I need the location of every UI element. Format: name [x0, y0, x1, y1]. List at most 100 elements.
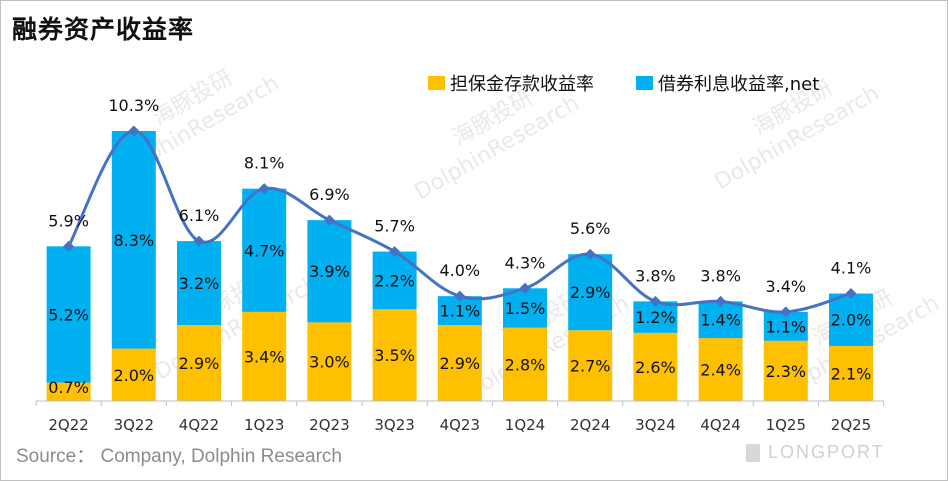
x-tick-label: 2Q22	[48, 416, 88, 434]
bars-layer: 0.7% 5.2% 2.0% 8.3% 2.9% 3.2% 3.4% 4.7% 3.0% 3.9%…	[46, 131, 873, 401]
data-label-lending: 1.1%	[439, 302, 480, 321]
total-label: 10.3%	[108, 96, 159, 115]
bar-deposit	[177, 324, 221, 401]
data-label-deposit: 3.4%	[244, 347, 285, 366]
bar-deposit	[829, 345, 873, 401]
bar-deposit	[763, 340, 808, 401]
total-line-layer: 5.9% 10.3% 6.1% 8.1% 6.9% 5.7% 4.0% 4.3% 5.6% 3.8…	[48, 96, 872, 318]
data-label-lending: 1.1%	[765, 317, 806, 336]
data-label-deposit: 2.6%	[635, 358, 676, 377]
x-tick-label: 2Q25	[831, 416, 871, 434]
data-label-deposit: 2.7%	[570, 357, 611, 376]
x-tick-label: 1Q25	[766, 416, 806, 434]
data-label-lending: 2.2%	[374, 271, 415, 290]
total-marker	[128, 125, 140, 137]
bar-deposit	[242, 311, 287, 401]
bar-lending	[829, 293, 873, 346]
bar-lending	[503, 288, 547, 328]
total-label: 3.4%	[765, 277, 806, 296]
x-tick-labels: 2Q22 3Q22 4Q22 1Q23 2Q23 3Q23 4Q23 1Q24 2Q24 3Q24…	[35, 401, 885, 434]
data-label-deposit: 2.8%	[505, 355, 546, 374]
total-label: 3.8%	[700, 266, 741, 285]
data-label-deposit: 2.4%	[700, 361, 741, 380]
data-label-lending: 1.2%	[635, 308, 676, 327]
bar-lending	[568, 254, 613, 331]
data-label-deposit: 0.7%	[48, 378, 89, 397]
legend: 担保金存款收益率 借券利息收益率,net	[428, 70, 861, 96]
total-marker	[454, 290, 466, 302]
data-label-deposit: 2.3%	[765, 362, 806, 381]
data-label-lending: 2.0%	[831, 311, 872, 330]
total-line	[67, 129, 852, 314]
bar-deposit	[568, 330, 613, 401]
brand-text: LONGPORT	[768, 442, 885, 462]
total-label: 3.8%	[635, 266, 676, 285]
total-marker	[63, 240, 75, 252]
legend-item-lending: 借券利息收益率,net	[636, 70, 819, 96]
bar-lending	[111, 131, 156, 349]
legend-label-lending: 借券利息收益率,net	[658, 74, 820, 95]
total-label: 4.1%	[831, 259, 872, 278]
bar-lending	[46, 246, 91, 383]
x-tick-label: 3Q24	[635, 416, 675, 434]
data-label-lending: 5.2%	[48, 305, 89, 324]
total-marker	[584, 248, 596, 260]
legend-label-deposit: 担保金存款收益率	[450, 74, 594, 95]
data-label-lending: 3.9%	[309, 262, 350, 281]
x-tick-label: 2Q24	[570, 416, 610, 434]
data-label-deposit: 2.9%	[179, 354, 220, 373]
total-marker	[649, 295, 661, 307]
total-label: 4.3%	[505, 253, 546, 272]
data-label-deposit: 2.1%	[831, 364, 872, 383]
bar-lending	[307, 220, 352, 323]
data-label-deposit: 3.0%	[309, 353, 350, 372]
total-label: 5.6%	[570, 219, 611, 238]
data-label-lending: 3.2%	[179, 274, 220, 293]
bar-deposit	[307, 322, 352, 401]
chart-title: 融券资产收益率	[12, 15, 195, 44]
data-label-lending: 2.9%	[570, 283, 611, 302]
total-marker	[519, 282, 531, 294]
total-marker	[193, 235, 205, 247]
data-label-deposit: 3.5%	[374, 346, 415, 365]
total-label: 5.7%	[374, 217, 415, 236]
data-label-lending: 4.7%	[244, 241, 285, 260]
bar-deposit	[503, 327, 547, 401]
data-label-deposit: 2.0%	[113, 366, 154, 385]
data-label-lending: 1.4%	[700, 311, 741, 330]
data-label-lending: 8.3%	[113, 231, 154, 250]
x-tick-label: 3Q22	[114, 416, 154, 434]
total-marker	[258, 183, 270, 195]
legend-swatch-lending	[636, 76, 653, 90]
x-tick-label: 4Q23	[440, 416, 480, 434]
bar-deposit	[437, 324, 482, 401]
x-tick-label: 4Q24	[700, 416, 740, 434]
brand-logo: LONGPORT	[746, 442, 885, 463]
source-note: Source： Company, Dolphin Research	[16, 446, 342, 467]
legend-swatch-deposit	[428, 76, 445, 90]
bar-lending	[698, 301, 743, 339]
x-tick-label: 3Q23	[374, 416, 414, 434]
bar-deposit	[633, 332, 678, 401]
total-label: 8.1%	[244, 154, 285, 173]
total-marker	[845, 288, 857, 300]
total-marker	[323, 214, 335, 226]
bar-deposit	[111, 348, 156, 401]
total-marker	[780, 306, 792, 318]
data-label-deposit: 2.9%	[439, 354, 480, 373]
x-tick-label: 1Q24	[505, 416, 545, 434]
bar-lending	[177, 241, 221, 325]
x-tick-label: 1Q23	[244, 416, 284, 434]
brand-icon	[746, 443, 760, 462]
x-tick-label: 4Q22	[179, 416, 219, 434]
total-label: 4.0%	[439, 261, 480, 280]
bar-deposit	[46, 382, 91, 401]
total-marker	[715, 295, 727, 307]
total-marker	[389, 246, 401, 258]
data-label-lending: 1.5%	[505, 299, 546, 318]
bar-deposit	[372, 309, 417, 401]
bar-deposit	[698, 338, 743, 401]
x-tick-label: 2Q23	[309, 416, 349, 434]
